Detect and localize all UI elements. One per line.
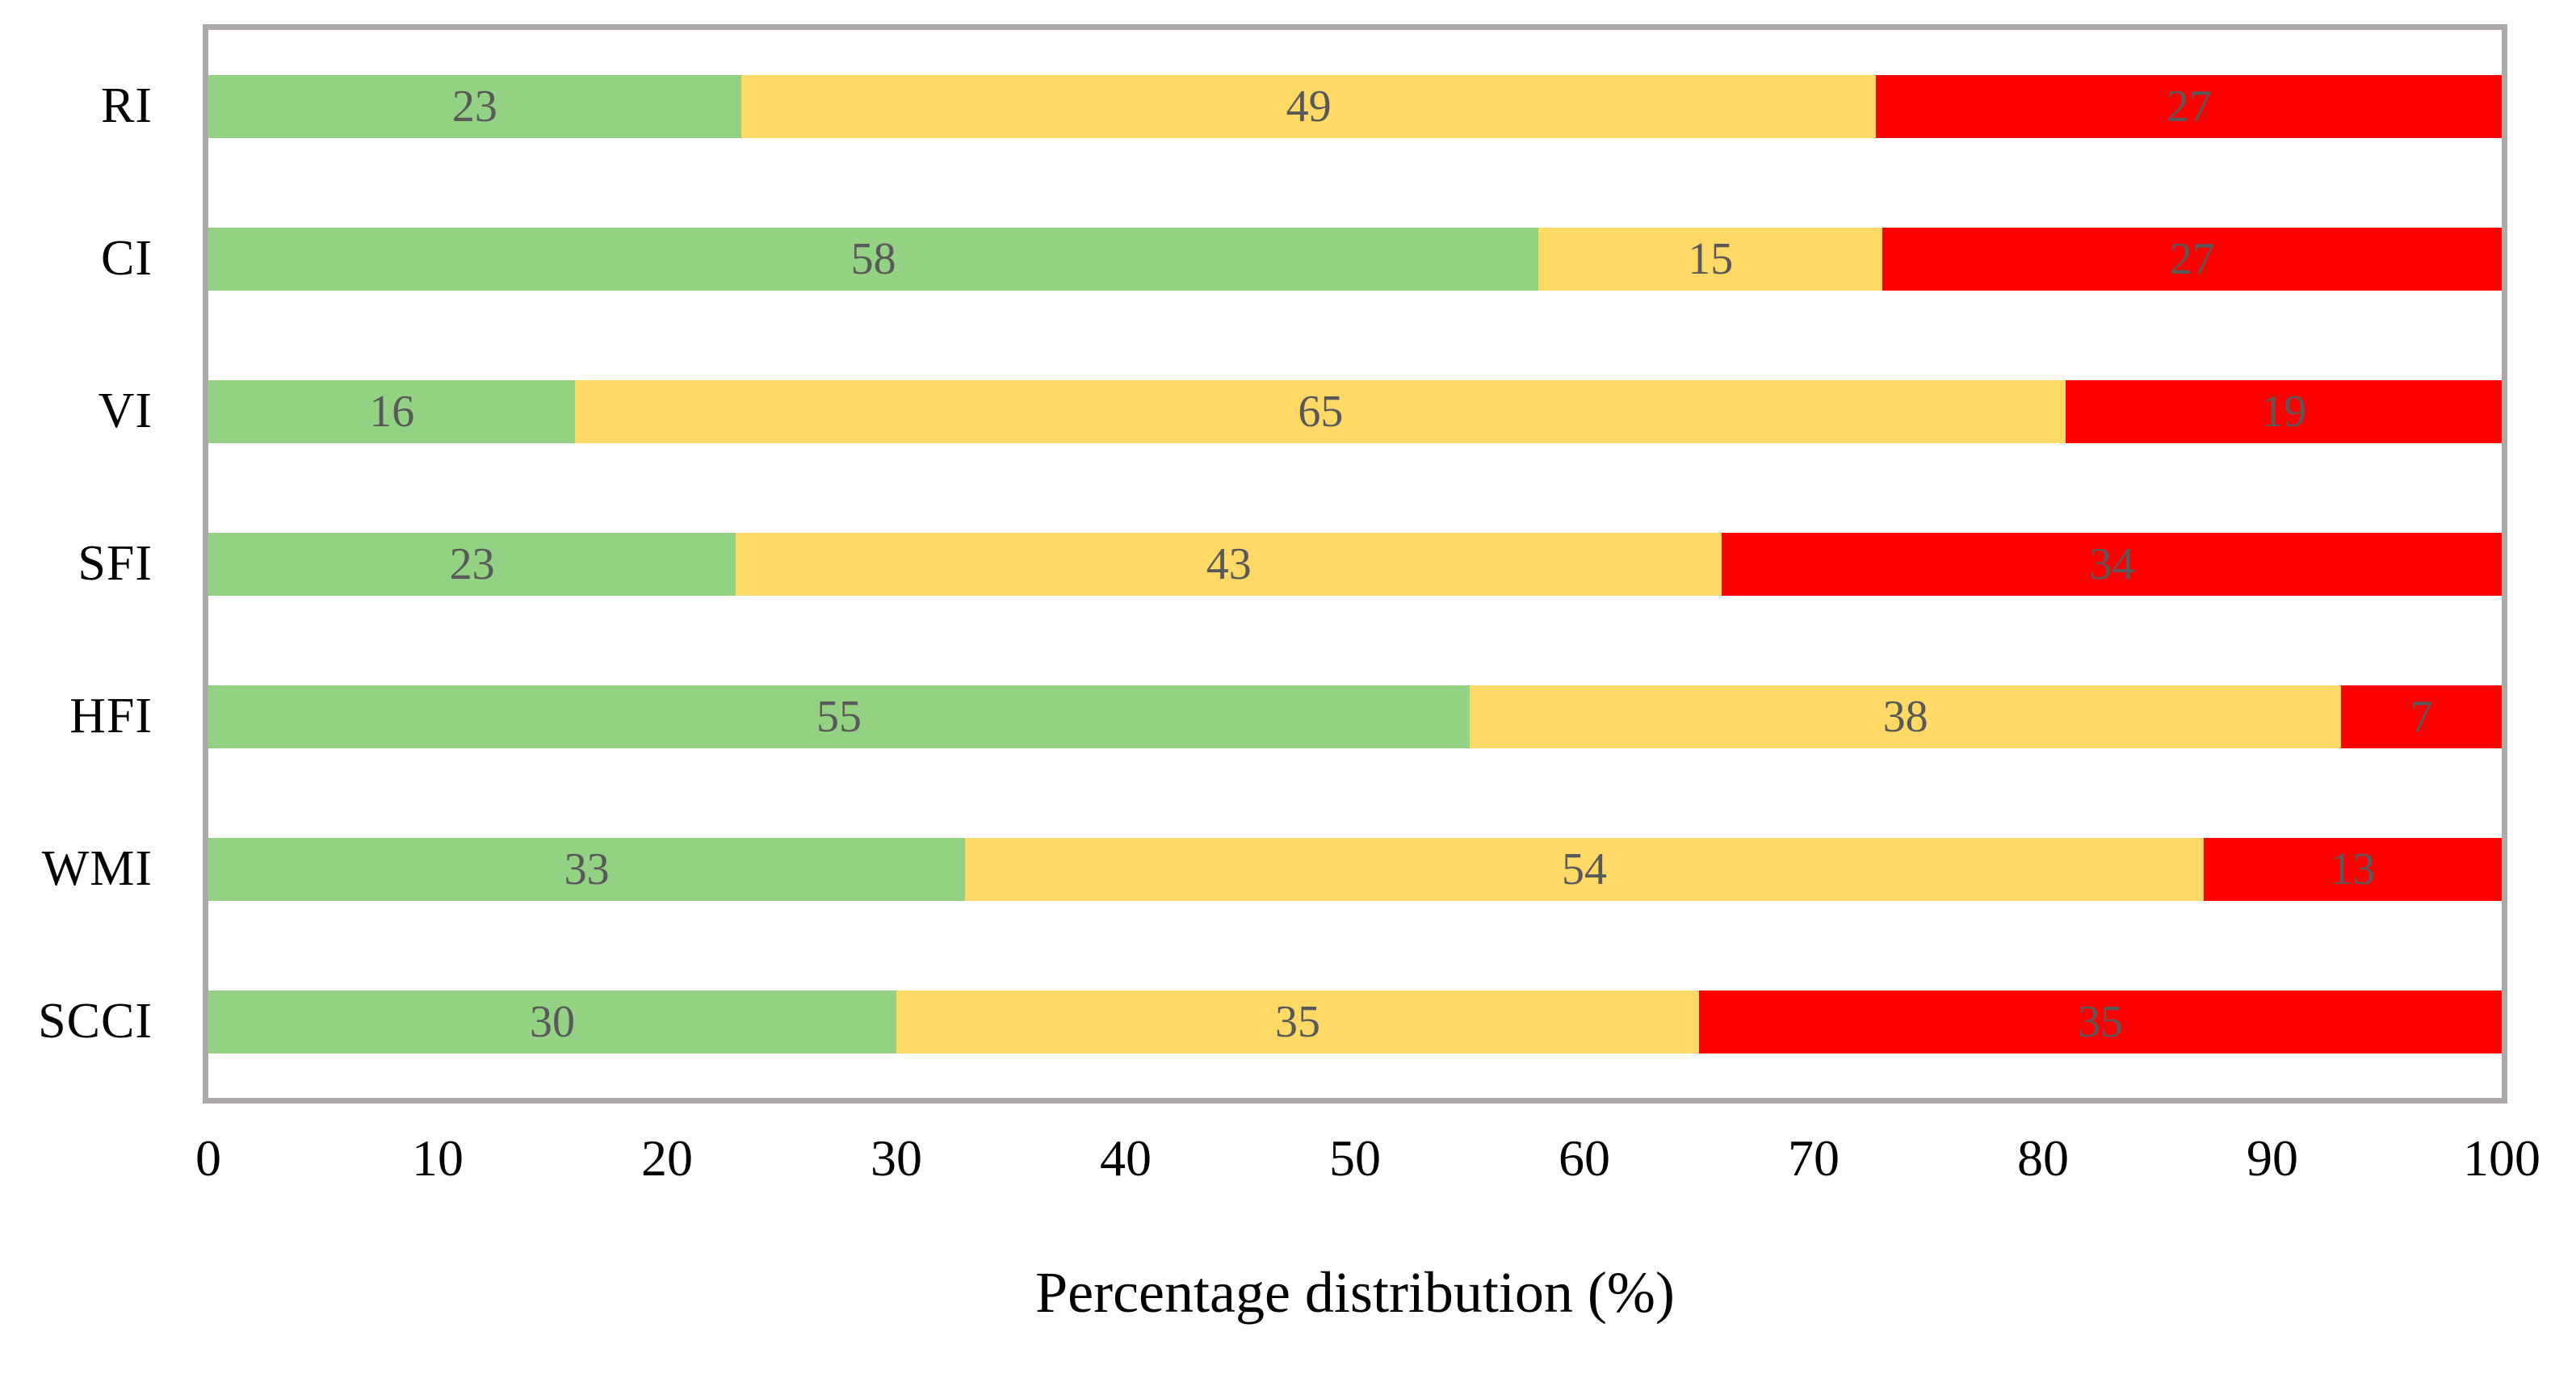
stacked-bar: 23 43 34	[208, 532, 2502, 596]
stacked-bar: 33 54 13	[208, 837, 2502, 901]
value-label: 23	[449, 538, 495, 589]
bar-row-wmi: 33 54 13	[208, 793, 2502, 945]
x-tick-label: 0	[195, 1129, 221, 1187]
bar-row-sfi: 23 43 34	[208, 488, 2502, 640]
category-label-vi: VI	[98, 383, 153, 438]
bar-segment-yellow: 15	[1538, 227, 1883, 291]
bar-row-vi: 16 65 19	[208, 335, 2502, 488]
x-tick-label: 80	[2017, 1129, 2069, 1187]
bar-row-ci: 58 15 27	[208, 182, 2502, 335]
x-tick-label: 100	[2463, 1129, 2540, 1187]
value-label: 35	[2078, 996, 2123, 1047]
x-tick-label: 70	[1788, 1129, 1840, 1187]
bar-segment-red: 13	[2203, 837, 2502, 901]
stacked-bar: 16 65 19	[208, 379, 2502, 443]
bar-segment-yellow: 35	[896, 990, 1699, 1053]
bar-segment-yellow: 54	[965, 837, 2204, 901]
y-label-slot: HFI	[0, 640, 203, 793]
value-label: 35	[1275, 996, 1320, 1047]
bar-segment-yellow: 65	[575, 379, 2066, 443]
plot-area: 23 49 27 58 15 27 16 65 19	[203, 24, 2507, 1104]
bar-segment-green: 58	[208, 227, 1539, 291]
value-label: 38	[1882, 691, 1928, 742]
bar-segment-red: 35	[1699, 990, 2502, 1053]
bar-row-ri: 23 49 27	[208, 30, 2502, 182]
chart-body: RI CI VI SFI HFI WMI SCCI 23 49 27 58 15…	[0, 24, 2507, 1104]
bar-segment-green: 23	[208, 74, 741, 138]
y-label-slot: VI	[0, 335, 203, 488]
x-tick-label: 50	[1329, 1129, 1381, 1187]
bar-row-hfi: 55 38 7	[208, 640, 2502, 793]
category-label-ci: CI	[101, 231, 153, 286]
value-label: 16	[369, 386, 415, 437]
bar-segment-red: 7	[2341, 685, 2502, 748]
y-axis-labels: RI CI VI SFI HFI WMI SCCI	[0, 24, 203, 1104]
value-label: 7	[2410, 691, 2433, 742]
stacked-bar: 55 38 7	[208, 685, 2502, 748]
value-label: 55	[816, 691, 862, 742]
value-label: 34	[2089, 538, 2135, 589]
y-label-slot: RI	[0, 30, 203, 182]
x-tick-label: 60	[1559, 1129, 1610, 1187]
y-label-slot: SCCI	[0, 945, 203, 1098]
stacked-bar: 58 15 27	[208, 227, 2502, 291]
value-label: 54	[1562, 844, 1607, 894]
bar-segment-green: 33	[208, 837, 966, 901]
bar-segment-green: 55	[208, 685, 1470, 748]
bar-segment-red: 34	[1722, 532, 2502, 596]
value-label: 65	[1298, 386, 1344, 437]
category-label-hfi: HFI	[69, 689, 153, 743]
stacked-bar: 23 49 27	[208, 74, 2502, 138]
category-label-scci: SCCI	[38, 994, 153, 1049]
x-tick-label: 90	[2247, 1129, 2298, 1187]
value-label: 33	[564, 844, 610, 894]
value-label: 27	[2166, 81, 2212, 132]
bar-segment-yellow: 49	[740, 74, 1877, 138]
value-label: 13	[2330, 844, 2376, 894]
bar-segment-yellow: 43	[736, 532, 1722, 596]
x-axis-title: Percentage distribution (%)	[1035, 1260, 1675, 1325]
value-label: 27	[2169, 233, 2215, 284]
x-tick-label: 30	[871, 1129, 922, 1187]
value-label: 58	[850, 233, 896, 284]
bar-segment-green: 23	[208, 532, 736, 596]
value-label: 23	[451, 81, 497, 132]
x-tick-label: 40	[1100, 1129, 1152, 1187]
value-label: 15	[1688, 233, 1734, 284]
x-tick-label: 10	[412, 1129, 464, 1187]
bar-segment-red: 27	[1876, 74, 2502, 138]
bar-row-scci: 30 35 35	[208, 945, 2502, 1098]
value-label: 49	[1286, 81, 1332, 132]
value-label: 19	[2261, 386, 2307, 437]
x-axis: 0 10 20 30 40 50 60 70 80 90 100	[195, 1129, 2540, 1205]
bar-segment-red: 27	[1882, 227, 2502, 291]
bar-segment-red: 19	[2066, 379, 2502, 443]
value-label: 30	[530, 996, 575, 1047]
x-tick-label: 20	[641, 1129, 693, 1187]
bar-segment-yellow: 38	[1470, 685, 2342, 748]
category-label-sfi: SFI	[78, 536, 153, 591]
y-label-slot: SFI	[0, 488, 203, 640]
value-label: 43	[1206, 538, 1252, 589]
y-label-slot: CI	[0, 182, 203, 335]
y-label-slot: WMI	[0, 793, 203, 945]
category-label-wmi: WMI	[41, 841, 153, 896]
bar-segment-green: 16	[208, 379, 576, 443]
category-label-ri: RI	[101, 78, 153, 133]
stacked-bar: 30 35 35	[208, 990, 2502, 1053]
bar-segment-green: 30	[208, 990, 896, 1053]
